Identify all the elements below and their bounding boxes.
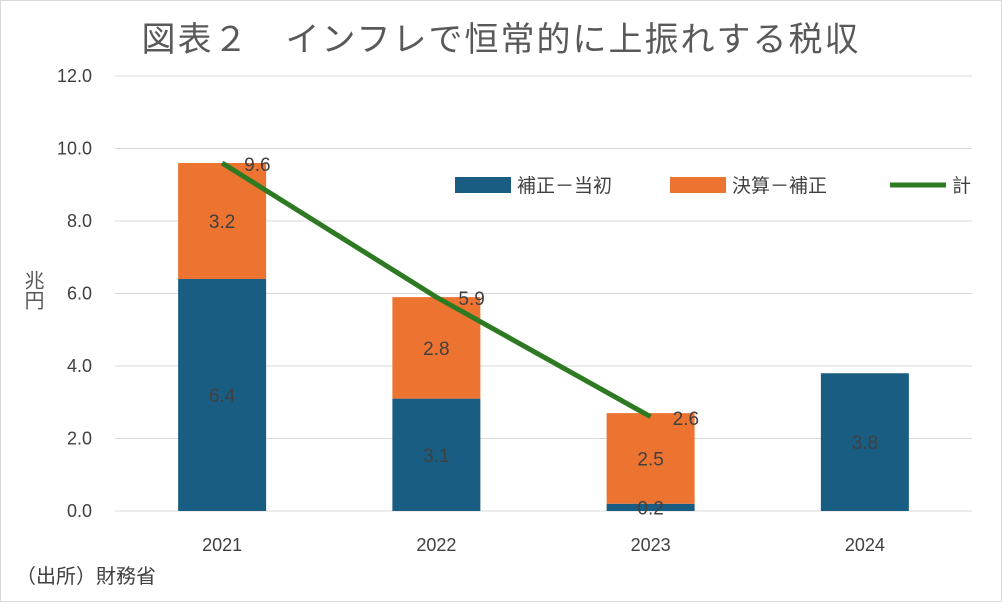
x-tick-label: 2023 <box>631 535 671 555</box>
bar-data-label: 3.2 <box>209 212 235 233</box>
legend-label: 決算－補正 <box>732 175 827 197</box>
y-tick-label: 12.0 <box>57 66 92 86</box>
bar-data-label: 6.4 <box>209 386 236 407</box>
bar-data-label: 2.5 <box>637 449 663 470</box>
line-data-label: 2.6 <box>673 409 699 430</box>
line-data-label: 5.9 <box>458 289 484 310</box>
x-tick-label: 2024 <box>845 535 885 555</box>
line-data-label: 9.6 <box>244 155 270 176</box>
bar-segment <box>392 398 481 511</box>
y-tick-label: 6.0 <box>67 284 92 304</box>
x-tick-label: 2022 <box>416 535 456 555</box>
y-tick-label: 10.0 <box>57 139 92 159</box>
y-axis-label: 兆円 <box>21 270 45 310</box>
legend-label: 補正－当初 <box>517 175 612 197</box>
chart-title: 図表２ インフレで恒常的に上振れする税収 <box>141 20 861 60</box>
legend-swatch <box>455 177 511 193</box>
line-series-total <box>220 160 652 419</box>
y-tick-label: 8.0 <box>67 211 92 231</box>
bar-segment <box>606 503 695 511</box>
bar-data-label: 2.8 <box>423 339 449 360</box>
y-tick-label: 2.0 <box>67 429 92 449</box>
bar-segment <box>820 373 909 511</box>
legend-swatch <box>670 177 726 193</box>
bar-segment <box>606 413 695 504</box>
bar-data-label: 3.1 <box>423 446 449 467</box>
bar-segment <box>178 279 267 511</box>
y-tick-label: 0.0 <box>67 501 92 521</box>
source-note: （出所）財務省 <box>16 564 156 588</box>
y-tick-label: 4.0 <box>67 356 92 376</box>
bar-data-label: 3.8 <box>852 433 878 454</box>
x-tick-label: 2021 <box>202 535 242 555</box>
legend-label: 計 <box>952 175 971 197</box>
bar-data-label: 0.2 <box>637 498 663 519</box>
